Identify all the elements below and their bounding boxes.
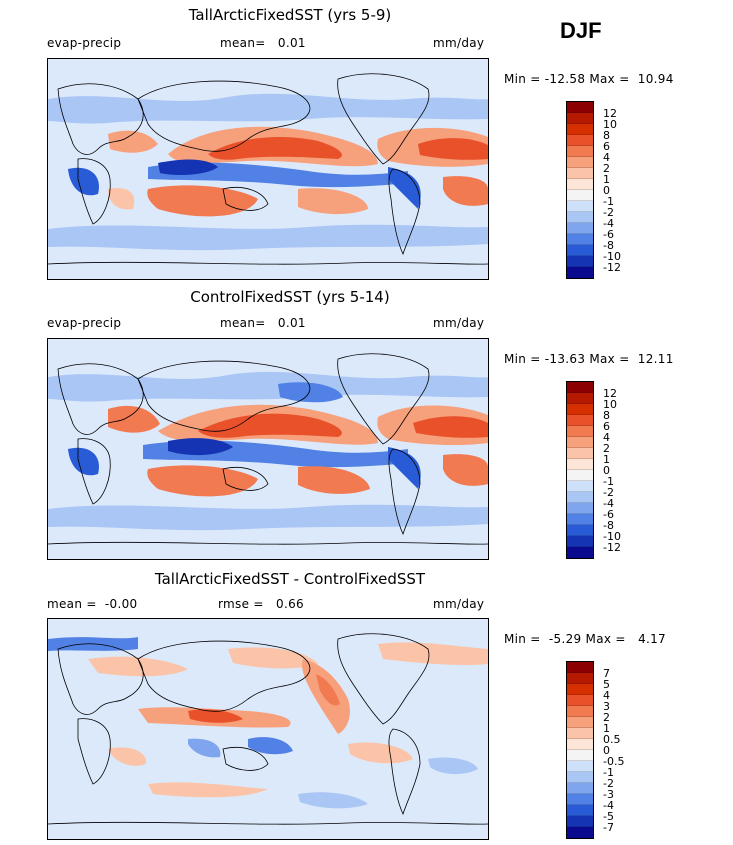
- colorbar-tick-label: -12: [603, 541, 621, 554]
- colorbar-tick-label: 8: [603, 129, 610, 142]
- panel-1-map: [47, 58, 489, 280]
- colorbar-tick-label: -1: [603, 475, 614, 488]
- panel-3-map: [47, 618, 489, 840]
- colorbar-tick-label: 6: [603, 420, 610, 433]
- colorbar-tick-label: 6: [603, 140, 610, 153]
- panel-1-colorbar: 12 10 8 6 4 2 1 0 -1 -2 -4 -6 -8 -10 -12: [566, 101, 621, 279]
- colorbar-tick-label: 12: [603, 387, 617, 400]
- colorbar-tick-label: -6: [603, 508, 614, 521]
- panel-3-colorbar: 7 5 4 3 2 1 0.5 0 -0.5 -1 -2 -3 -4 -5 -7: [566, 661, 624, 839]
- panel-2-colorbar: 12 10 8 6 4 2 1 0 -1 -2 -4 -6 -8 -10 -12: [566, 381, 621, 559]
- colorbar-tick-label: 10: [603, 398, 617, 411]
- panel-2-unit: mm/day: [433, 316, 485, 330]
- colorbar-tick-label: 12: [603, 107, 617, 120]
- colorbar-tick-label: 2: [603, 442, 610, 455]
- panel-2-mean: mean= 0.01: [220, 316, 306, 330]
- colorbar-tick-label: -8: [603, 239, 614, 252]
- panel-2-minmax: Min = -13.63 Max = 12.11: [504, 352, 674, 366]
- colorbar-tick-label: -0.5: [603, 755, 625, 768]
- colorbar-tick-label: 2: [603, 162, 610, 175]
- panel-3-title: TallArcticFixedSST - ControlFixedSST: [154, 570, 426, 588]
- colorbar-tick-label: -4: [603, 497, 614, 510]
- panel-1-mean: mean= 0.01: [220, 36, 306, 50]
- colorbar-tick-label: -4: [603, 799, 614, 812]
- colorbar-tick-label: -1: [603, 766, 614, 779]
- colorbar-tick-label: 8: [603, 409, 610, 422]
- colorbar-tick-label: -2: [603, 486, 614, 499]
- panel-3-field: [48, 619, 488, 839]
- colorbar-tick-label: 0: [603, 184, 610, 197]
- colorbar-tick-label: 3: [603, 700, 610, 713]
- colorbar-tick-label: -10: [603, 250, 621, 263]
- panel-3-rmse: rmse = 0.66: [218, 597, 304, 611]
- panel-2-variable: evap-precip: [47, 316, 122, 330]
- colorbar-tick-label: 2: [603, 711, 610, 724]
- colorbar-tick-label: -8: [603, 519, 614, 532]
- colorbar-tick-label: -7: [603, 821, 614, 834]
- colorbar-tick-label: 7: [603, 667, 610, 680]
- colorbar-tick-label: 1: [603, 453, 610, 466]
- colorbar-tick-label: 4: [603, 431, 610, 444]
- panel-1-title: TallArcticFixedSST (yrs 5-9): [188, 6, 392, 24]
- panel-2-field: [48, 339, 488, 559]
- colorbar-tick-label: 4: [603, 151, 610, 164]
- season-label: DJF: [560, 18, 602, 43]
- panel-1-minmax: Min = -12.58 Max = 10.94: [504, 72, 674, 86]
- panel-3-unit: mm/day: [433, 597, 485, 611]
- colorbar-tick-label: -5: [603, 810, 614, 823]
- colorbar-tick-label: -10: [603, 530, 621, 543]
- colorbar-tick-label: 1: [603, 722, 610, 735]
- colorbar-tick-label: 5: [603, 678, 610, 691]
- panel-1-variable: evap-precip: [47, 36, 122, 50]
- panel-1-field: [48, 59, 488, 279]
- colorbar-tick-label: -6: [603, 228, 614, 241]
- panel-2-map: [47, 338, 489, 560]
- colorbar-tick-label: -2: [603, 777, 614, 790]
- panel-2-title: ControlFixedSST (yrs 5-14): [190, 288, 390, 306]
- colorbar-tick-label: -12: [603, 261, 621, 274]
- panel-1-unit: mm/day: [433, 36, 485, 50]
- colorbar-tick-label: -1: [603, 195, 614, 208]
- panel-3-mean: mean = -0.00: [47, 597, 138, 611]
- colorbar-tick-label: 0: [603, 744, 610, 757]
- colorbar-tick-label: 0.5: [603, 733, 621, 746]
- colorbar-tick-label: 0: [603, 464, 610, 477]
- colorbar-tick-label: 4: [603, 689, 610, 702]
- colorbar-tick-label: 10: [603, 118, 617, 131]
- panel-3-minmax: Min = -5.29 Max = 4.17: [504, 632, 666, 646]
- colorbar-tick-label: 1: [603, 173, 610, 186]
- colorbar-tick-label: -2: [603, 206, 614, 219]
- colorbar-tick-label: -3: [603, 788, 614, 801]
- colorbar-tick-label: -4: [603, 217, 614, 230]
